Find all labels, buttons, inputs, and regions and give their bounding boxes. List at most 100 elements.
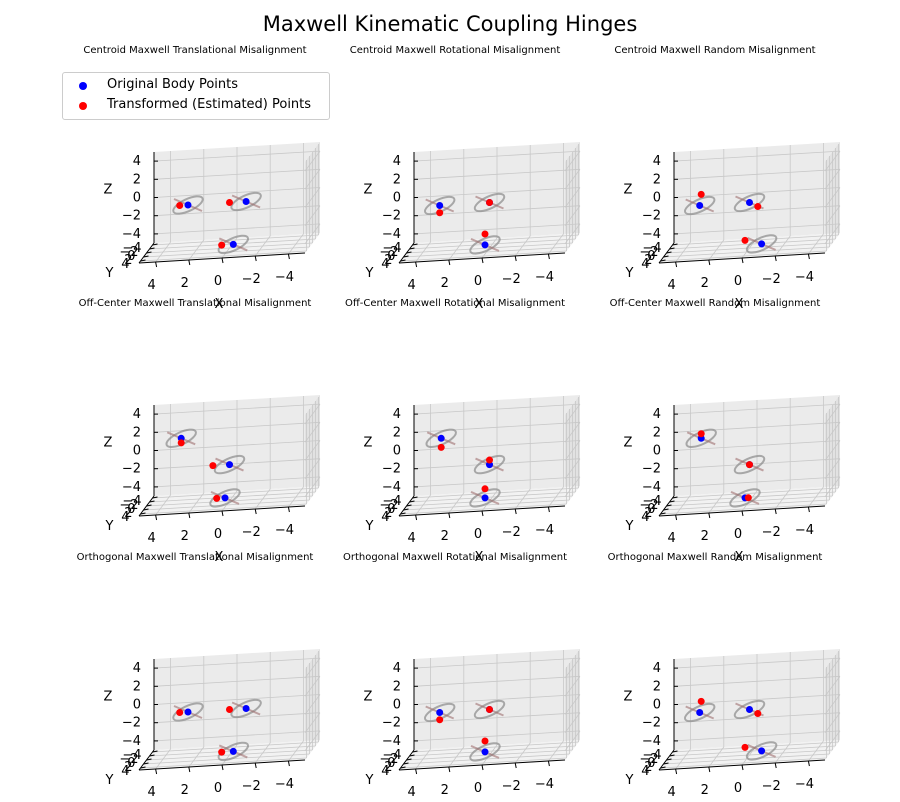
grid-line [403,753,570,765]
x-tick-label: 2 [181,783,189,798]
grid-line [663,246,830,258]
z-tick-label: −2 [642,209,661,224]
y-tick-label: 2 [124,506,132,521]
grid-line [413,168,581,180]
y-axis-label: Y [625,266,634,281]
x-tick-label: −2 [762,525,781,540]
x-tick [188,259,191,266]
y-tick-label: 2 [384,760,392,775]
grid-line [824,676,841,697]
x-tick-label: 4 [147,531,155,546]
original-point [221,494,229,502]
legend-marker-transformed [79,102,87,110]
transformed-point [481,485,489,493]
grid-line [153,187,321,198]
y-tick [406,251,412,254]
coupling-groove [745,741,778,761]
transformed-point [436,716,444,724]
transformed-point [697,430,705,438]
y-axis-label: Y [365,266,374,281]
y-tick [140,259,146,262]
x-tick-label: −4 [535,270,554,285]
y-tick [663,508,669,511]
y-tick-label: 0 [387,249,395,264]
subplot-panel: Orthogonal Maxwell Random Misalignment −4… [570,552,860,802]
original-point [229,747,237,755]
grid-line [400,503,567,515]
x-tick [547,506,550,513]
x-tick [741,257,744,264]
x-tick [415,768,418,775]
z-tick-label: 0 [133,191,141,206]
coupling-groove [217,234,250,255]
z-tick-label: 4 [133,154,141,169]
subplot-title: Centroid Maxwell Random Misalignment [614,45,816,56]
grid-line [660,503,827,515]
y-tick [149,247,155,250]
subplot-panel: Orthogonal Maxwell Translational Misalig… [50,552,340,802]
coupling-groove [172,195,204,215]
x-tick-label: 2 [181,529,189,544]
y-tick [412,750,418,753]
subplot-panel: Centroid Maxwell Rotational Misalignment… [310,45,600,312]
x-tick [188,766,191,773]
x-tick-label: 0 [474,527,482,542]
legend: Original Body Points Transformed (Estima… [62,72,330,120]
grid-line [413,403,581,415]
y-tick [660,512,666,515]
grid-line [406,242,573,254]
z-tick-label: −2 [642,462,661,477]
z-tick-label: 2 [653,172,661,187]
subplot-title: Orthogonal Maxwell Random Misalignment [607,552,823,563]
x-tick-label: 2 [441,529,449,544]
y-tick-label: 4 [641,764,649,779]
y-tick [400,512,406,515]
grid-line [153,694,321,705]
y-tick [669,247,675,250]
original-point [758,747,766,755]
transformed-point [226,199,233,206]
y-tick-label: −4 [122,241,141,256]
grid-line [153,150,321,162]
x-axis-label: X [475,297,484,312]
x-tick-label: −4 [275,523,294,538]
z-tick-label: 2 [133,679,141,694]
original-point [437,434,445,442]
grid-line [400,757,567,769]
y-tick [152,496,158,499]
grid-line [666,495,833,507]
transformed-point [486,456,493,464]
original-point [242,705,250,712]
z-tick-label: −4 [382,227,401,242]
transformed-point [481,230,489,238]
y-tick-label: −4 [382,748,401,763]
z-tick-label: −4 [642,734,661,749]
y-tick [143,762,149,765]
x-tick-label: 2 [701,783,709,798]
transformed-point [218,241,226,249]
grid-line [146,242,313,254]
z-tick-label: 2 [653,425,661,440]
x-tick [481,510,484,517]
x-tick-label: 4 [667,278,675,293]
grid-line [673,440,841,451]
legend-marker-original [79,82,87,90]
y-axis-label: Y [365,773,374,788]
y-tick-label: 4 [381,510,389,525]
transformed-point [218,748,226,756]
grid-line [153,440,321,451]
grid-line [824,694,841,715]
coupling-groove [425,428,457,448]
coupling-groove [213,454,246,475]
z-tick-label: 2 [393,679,401,694]
coupling-groove [745,234,778,254]
z-axis-label: Z [104,436,113,451]
z-tick-label: 4 [393,407,401,422]
z-tick-label: −4 [642,480,661,495]
z-tick-label: −2 [642,716,661,731]
y-tick [666,504,672,507]
grid-line [403,246,570,258]
x-tick-label: 2 [701,276,709,291]
